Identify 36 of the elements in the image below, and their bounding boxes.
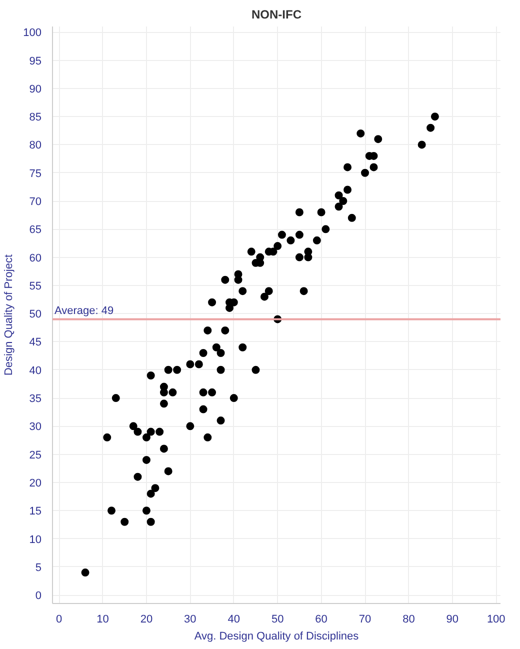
x-tick-label: 90 xyxy=(446,614,459,626)
chart-title: NON-IFC xyxy=(252,8,302,22)
x-tick-label: 10 xyxy=(96,614,109,626)
x-tick-label: 0 xyxy=(56,614,62,626)
y-tick-label: 80 xyxy=(29,140,42,152)
x-tick-label: 20 xyxy=(140,614,153,626)
y-tick-label: 10 xyxy=(29,534,42,546)
ref-line-label: Average: 49 xyxy=(54,305,114,318)
x-tick-label: 50 xyxy=(271,614,284,626)
y-tick-label: 95 xyxy=(29,55,42,68)
y-tick-label: 35 xyxy=(29,393,42,406)
x-tick-label: 100 xyxy=(486,614,506,626)
y-tick-label: 25 xyxy=(29,449,42,462)
y-tick-label: 75 xyxy=(29,168,42,180)
x-tick-label: 70 xyxy=(358,614,372,626)
y-tick-label: 60 xyxy=(29,252,42,264)
y-tick-label: 90 xyxy=(29,83,42,96)
x-tick-label: 40 xyxy=(228,614,240,626)
x-tick-label: 80 xyxy=(402,614,415,626)
y-tick-label: 70 xyxy=(29,196,42,208)
x-axis-title: Avg. Design Quality of Disciplines xyxy=(194,630,360,642)
y-axis-title: Design Quality of Project xyxy=(3,254,16,376)
y-tick-label: 5 xyxy=(35,562,42,574)
y-tick-label: 30 xyxy=(29,421,42,434)
x-tick-label: 60 xyxy=(315,614,328,626)
y-tick-label: 45 xyxy=(29,336,42,349)
y-tick-label: 15 xyxy=(29,506,42,518)
y-tick-label: 100 xyxy=(23,27,42,40)
y-tick-label: 85 xyxy=(29,112,42,124)
y-tick-label: 0 xyxy=(35,590,42,602)
y-tick-label: 55 xyxy=(29,280,42,292)
x-tick-label: 30 xyxy=(184,614,196,626)
y-tick-label: 20 xyxy=(29,477,42,490)
y-tick-label: 65 xyxy=(29,224,42,236)
y-tick-label: 50 xyxy=(29,308,42,321)
y-tick-label: 40 xyxy=(29,364,42,377)
